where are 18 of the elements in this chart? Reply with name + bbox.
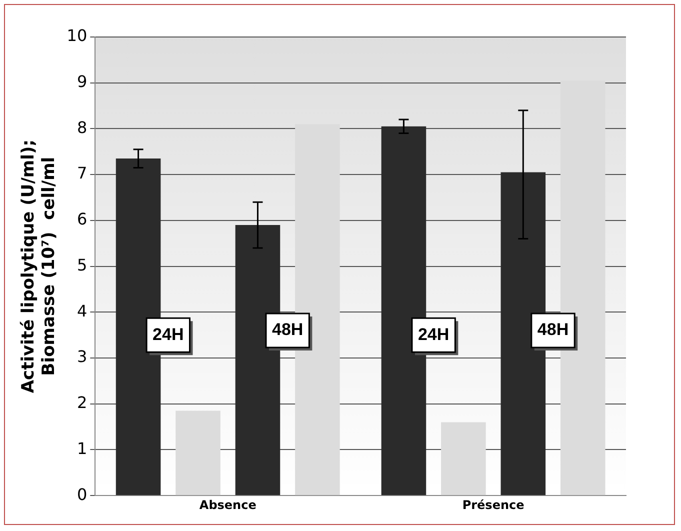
annotation: 48H xyxy=(537,320,569,340)
y-tick-label: 2 xyxy=(76,393,88,412)
x-tick-label: Absence xyxy=(199,498,256,512)
y-axis-title: Activité lipolytique (U/ml); Biomasse (10⁷) cell/ml xyxy=(18,139,60,394)
y-tick-label: 0 xyxy=(76,484,88,504)
annotation: 24H xyxy=(152,324,184,344)
y-tick-label: 9 xyxy=(76,72,88,92)
y-tick-label: 7 xyxy=(76,164,88,183)
x-tick-label: Présence xyxy=(462,498,524,512)
y-tick-label: 10 xyxy=(66,26,88,46)
y-tick-label: 6 xyxy=(76,210,88,229)
y-tick-label: 1 xyxy=(76,438,88,458)
annotation: 24H xyxy=(418,324,450,344)
y-tick-label: 8 xyxy=(76,118,88,137)
annotation: 48H xyxy=(272,320,304,340)
y-tick-label: 5 xyxy=(76,255,88,274)
y-tick-label: 3 xyxy=(76,347,88,366)
y-tick-label: 4 xyxy=(76,301,88,320)
